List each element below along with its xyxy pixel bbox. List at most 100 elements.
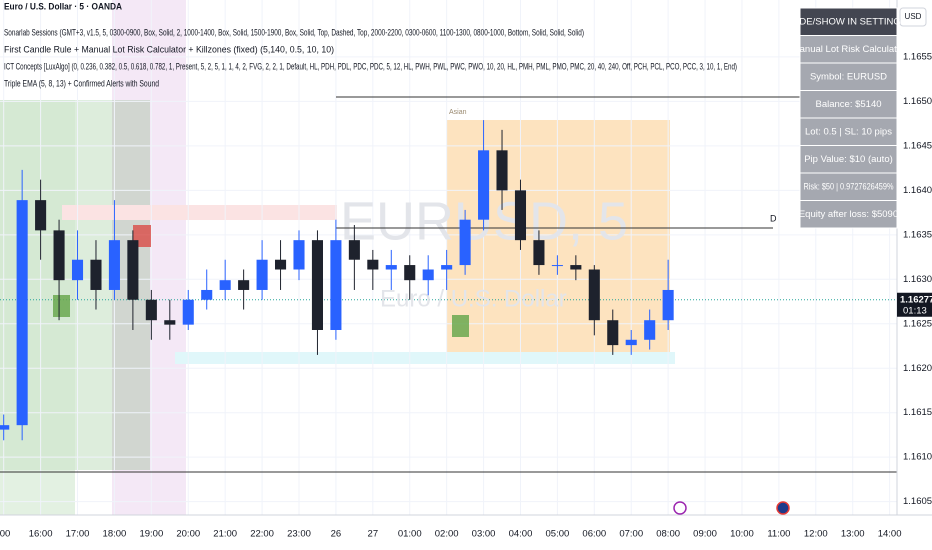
table-text: HIDE/SHOW IN SETTINGS: [790, 16, 907, 27]
table-text: Manual Lot Risk Calculator: [792, 44, 906, 55]
y-tick-label: 1.16550: [903, 51, 932, 62]
currency-box[interactable]: [899, 7, 927, 27]
candle-body: [514, 190, 527, 241]
last-price-label: 1.16277: [900, 294, 932, 305]
x-tick-label: 18:00: [103, 529, 127, 540]
indicator-legend: Triple EMA (5, 8, 13) + Confirmed Alerts…: [4, 78, 159, 88]
candle-body: [145, 299, 157, 321]
y-tick-label: 1.16100: [903, 452, 932, 463]
x-tick-label: 04:00: [509, 529, 533, 540]
candle-body: [53, 230, 65, 281]
y-tick-label: 1.16150: [903, 407, 932, 418]
x-tick-label: 07:00: [619, 529, 643, 540]
candle-body: [367, 259, 379, 270]
table-cell: [799, 90, 898, 119]
y-tick-label: 1.16250: [903, 318, 932, 329]
table-text: Balance: $5140: [815, 99, 881, 110]
candle-body: [0, 425, 10, 430]
table-cell: [799, 35, 898, 64]
y-tick-label: 1.16200: [903, 363, 932, 374]
x-tick-label: :00: [0, 529, 10, 540]
event-icon[interactable]: [673, 501, 687, 515]
candle-body: [570, 265, 582, 270]
candle-body: [35, 200, 47, 231]
liquidity-zone: [62, 205, 337, 220]
x-tick-label: 13:00: [841, 529, 865, 540]
x-tick-label: 16:00: [29, 529, 53, 540]
indicator-legend: ICT Concepts [LuxAlgo] (0, 0.236, 0.382,…: [4, 61, 737, 71]
x-tick-label: 12:00: [804, 529, 828, 540]
candle-body: [588, 269, 600, 321]
x-tick-label: 21:00: [213, 529, 237, 540]
x-tick-label: 05:00: [546, 529, 570, 540]
indicator-legend: Sonarlab Sessions (GMT+3, v1.5, 5, 0300-…: [4, 27, 584, 37]
candle-body: [182, 299, 194, 325]
candle-body: [71, 259, 84, 281]
table-cell: [799, 145, 898, 174]
candle-body: [496, 150, 508, 191]
x-tick-label: 22:00: [250, 529, 274, 540]
candle-body: [311, 240, 323, 330]
candle-body: [293, 240, 305, 270]
candle-body: [385, 265, 397, 270]
candle-body: [219, 280, 231, 290]
x-tick-label: 20:00: [176, 529, 200, 540]
candle-body: [164, 320, 176, 325]
table-text: Equity after loss: $5090: [799, 209, 898, 220]
candle-body: [644, 320, 656, 340]
x-tick-label: 27: [368, 529, 379, 540]
y-tick-label: 1.16500: [903, 96, 932, 107]
candle-body: [16, 200, 28, 426]
y-tick-label: 1.16300: [903, 274, 932, 285]
indicator-legend: First Candle Rule + Manual Lot Risk Calc…: [4, 44, 334, 54]
x-tick-label: 19:00: [139, 529, 163, 540]
table-text: Symbol: EURUSD: [810, 71, 887, 82]
y-tick-label: 1.16350: [903, 229, 932, 240]
x-tick-label: 09:00: [693, 529, 717, 540]
table-text: Pip Value: $10 (auto): [804, 154, 893, 165]
candle-body: [108, 240, 120, 290]
candle-body: [625, 339, 637, 346]
table-cell: [799, 172, 898, 201]
table-header: [799, 7, 898, 36]
table-cell: [799, 62, 898, 91]
candle-body: [551, 265, 563, 267]
x-tick-label: 26: [331, 529, 342, 540]
table-text: Lot: 0.5 | SL: 10 pips: [805, 126, 892, 137]
candle-body: [330, 240, 342, 330]
x-tick-label: 17:00: [66, 529, 90, 540]
x-tick-label: 08:00: [656, 529, 680, 540]
x-tick-label: 02:00: [435, 529, 459, 540]
x-tick-label: 10:00: [730, 529, 754, 540]
symbol-title: Euro / U.S. Dollar · 5 · OANDA: [4, 1, 122, 11]
currency: USD: [905, 12, 922, 21]
event-icon[interactable]: [776, 501, 790, 515]
watermark: Euro / U.S. Dollar: [380, 285, 567, 312]
candle-body: [478, 150, 490, 220]
price-axis: [897, 0, 932, 550]
table-text: Risk: $50 | 0.9727626459%: [804, 181, 894, 192]
countdown: 01:13: [903, 305, 927, 316]
x-tick-label: 14:00: [878, 529, 902, 540]
candle-body: [90, 259, 102, 290]
candle-body: [127, 240, 139, 300]
x-tick-label: 01:00: [398, 529, 422, 540]
candle-body: [275, 259, 287, 270]
candle-body: [238, 280, 250, 290]
candle-body: [459, 219, 471, 266]
x-tick-label: 06:00: [582, 529, 606, 540]
candle-body: [607, 320, 619, 346]
last-price-box: [897, 292, 932, 317]
signal-box: [452, 315, 469, 337]
candle-body: [662, 289, 674, 321]
level-label: D: [770, 213, 777, 223]
candle-body: [256, 259, 268, 290]
session-label: Asian: [449, 109, 467, 116]
candle-body: [422, 269, 434, 281]
candle-body: [201, 289, 213, 300]
signal-box: [53, 295, 70, 317]
y-tick-label: 1.16400: [903, 185, 932, 196]
table-cell: [799, 200, 898, 229]
candle-body: [441, 265, 453, 270]
